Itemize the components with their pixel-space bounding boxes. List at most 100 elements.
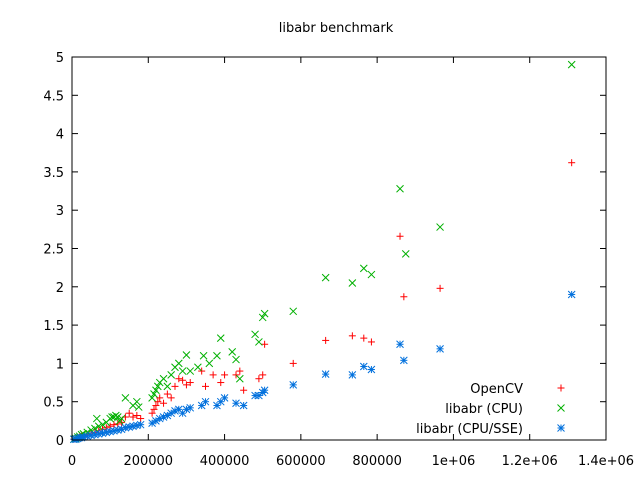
- data-point: [367, 338, 375, 346]
- data-point: [150, 405, 158, 413]
- data-point: [167, 394, 175, 402]
- data-point: [92, 414, 101, 423]
- y-tick-label: 2: [56, 281, 64, 296]
- legend-marker: [557, 384, 565, 392]
- data-point: [205, 359, 214, 368]
- data-point: [359, 264, 368, 273]
- legend-marker: [557, 424, 565, 432]
- data-point: [137, 415, 145, 423]
- data-point: [261, 340, 269, 348]
- data-point: [186, 379, 194, 387]
- data-point: [236, 367, 244, 375]
- x-tick-label: 800000: [352, 454, 402, 469]
- data-point: [182, 381, 190, 389]
- data-point: [213, 351, 221, 360]
- legend-label: libabr (CPU/SSE): [416, 422, 523, 437]
- data-point: [134, 403, 143, 411]
- x-tick-label: 1.4e+06: [578, 454, 634, 469]
- data-point: [121, 394, 130, 402]
- data-point: [235, 374, 244, 383]
- x-tick-label: 400000: [200, 454, 250, 469]
- data-point: [167, 371, 176, 379]
- data-point: [399, 356, 408, 365]
- data-point: [321, 370, 330, 378]
- y-tick-label: 4: [56, 128, 64, 143]
- data-point: [133, 411, 141, 419]
- data-point: [348, 371, 357, 379]
- data-point: [194, 363, 202, 372]
- legend: OpenCV libabr (CPU) libabr (CPU/SSE): [416, 382, 565, 437]
- data-point: [348, 279, 357, 287]
- data-point: [359, 362, 368, 371]
- data-point: [178, 409, 187, 418]
- y-tick-label: 0.5: [43, 396, 64, 411]
- data-point: [348, 332, 356, 340]
- data-point: [396, 184, 404, 193]
- data-point: [148, 394, 156, 402]
- data-point: [174, 405, 183, 414]
- y-tick-label: 1.5: [43, 319, 64, 334]
- data-point: [160, 399, 168, 407]
- data-point: [232, 399, 240, 408]
- chart-title: libabr benchmark: [279, 21, 394, 36]
- y-tick-label: 2.5: [43, 243, 64, 258]
- data-point: [186, 403, 195, 412]
- data-point: [360, 334, 368, 342]
- plot-area: [70, 60, 576, 444]
- data-point: [367, 365, 376, 374]
- data-point: [209, 371, 217, 379]
- legend-label: OpenCV: [470, 382, 523, 397]
- data-point: [182, 351, 191, 359]
- data-point: [400, 293, 408, 301]
- data-point: [216, 334, 225, 342]
- data-point: [255, 375, 263, 383]
- data-point: [117, 414, 126, 423]
- data-point: [251, 330, 259, 339]
- data-point: [110, 421, 118, 429]
- data-point: [396, 340, 404, 349]
- data-point: [568, 159, 576, 167]
- data-point: [232, 355, 240, 364]
- series-1: [70, 60, 576, 444]
- data-point: [153, 382, 162, 391]
- data-point: [129, 413, 137, 421]
- data-point: [217, 379, 225, 387]
- x-tick-label: 1e+06: [432, 454, 476, 469]
- series-2: [70, 290, 576, 444]
- data-point: [201, 397, 210, 406]
- data-point: [401, 250, 410, 258]
- x-tick-label: 200000: [123, 454, 173, 469]
- data-point: [396, 232, 404, 240]
- y-tick-label: 4.5: [43, 89, 64, 104]
- x-tick-label: 600000: [276, 454, 326, 469]
- data-point: [159, 374, 168, 383]
- data-point: [367, 270, 376, 279]
- y-axis: 0 0.5 1 1.5 2 2.5 3 3.5 4 4.5 5: [43, 51, 606, 449]
- data-point: [260, 386, 269, 395]
- data-point: [114, 420, 122, 428]
- data-point: [289, 359, 297, 367]
- data-point: [186, 367, 195, 375]
- data-point: [171, 382, 179, 390]
- data-point: [91, 424, 99, 433]
- data-point: [175, 375, 183, 383]
- data-point: [216, 397, 225, 406]
- data-point: [152, 402, 160, 410]
- data-point: [567, 60, 576, 69]
- data-point: [163, 390, 171, 398]
- data-point: [199, 351, 208, 360]
- data-point: [198, 367, 206, 375]
- data-point: [220, 394, 229, 402]
- data-point: [321, 273, 330, 282]
- data-point: [163, 382, 172, 391]
- x-tick-label: 0: [68, 454, 76, 469]
- data-point: [240, 386, 248, 394]
- plot-frame: [71, 56, 607, 441]
- data-point: [148, 419, 156, 428]
- data-point: [436, 344, 444, 353]
- data-point: [221, 371, 229, 379]
- y-tick-label: 5: [56, 51, 64, 66]
- legend-label: libabr (CPU): [445, 402, 523, 417]
- data-point: [255, 338, 263, 346]
